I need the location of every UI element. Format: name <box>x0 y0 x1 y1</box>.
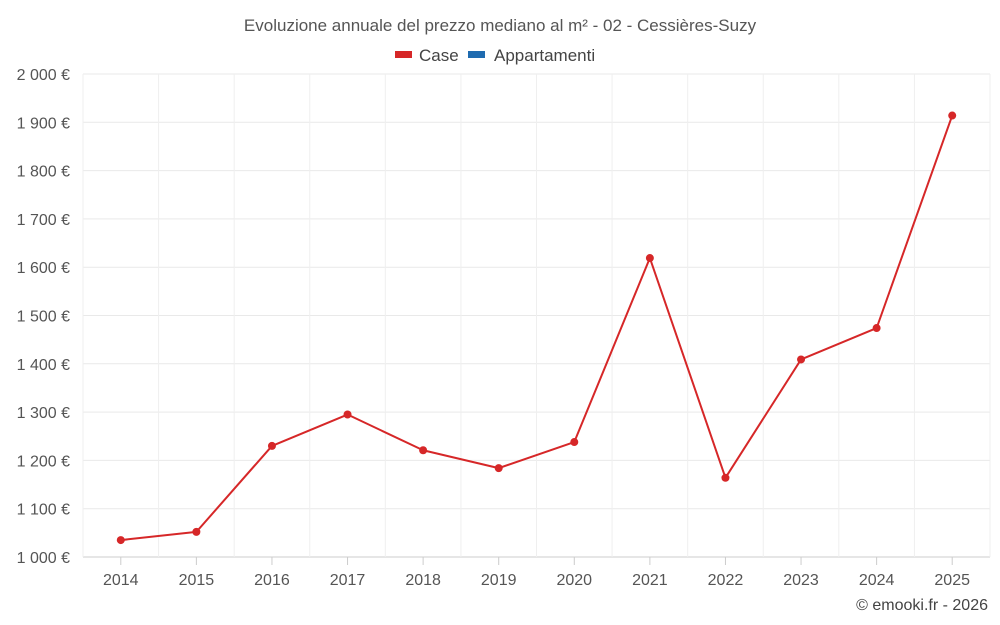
x-tick-label: 2019 <box>481 572 517 589</box>
y-tick-label: 1 200 € <box>17 453 70 470</box>
series-case <box>116 111 957 545</box>
data-point-case[interactable] <box>570 438 579 447</box>
legend: Case Appartamenti <box>395 46 595 65</box>
y-tick-label: 1 900 € <box>17 115 70 132</box>
x-tick-label: 2022 <box>708 572 744 589</box>
legend-swatch-appartamenti <box>468 51 485 58</box>
y-tick-label: 1 400 € <box>17 357 70 374</box>
x-tick-label: 2024 <box>859 572 895 589</box>
x-tick-label: 2025 <box>934 572 970 589</box>
legend-swatch-case <box>395 51 412 58</box>
x-tick-label: 2015 <box>179 572 215 589</box>
y-tick-label: 1 800 € <box>17 164 70 181</box>
x-tick-label: 2021 <box>632 572 668 589</box>
data-point-case[interactable] <box>797 355 806 364</box>
y-tick-label: 1 500 € <box>17 309 70 326</box>
data-point-case[interactable] <box>494 464 503 473</box>
series-line-case <box>120 115 954 542</box>
data-point-case[interactable] <box>419 446 428 455</box>
legend-item-appartamenti[interactable]: Appartamenti <box>468 46 595 65</box>
data-point-case[interactable] <box>948 111 957 120</box>
data-point-case[interactable] <box>645 254 654 263</box>
y-tick-label: 1 600 € <box>17 260 70 277</box>
x-tick-label: 2016 <box>254 572 290 589</box>
x-tick-label: 2017 <box>330 572 366 589</box>
y-tick-label: 2 000 € <box>17 67 70 84</box>
chart-title: Evoluzione annuale del prezzo mediano al… <box>244 16 757 35</box>
y-tick-label: 1 700 € <box>17 212 70 229</box>
x-axis: 2014 2015 2016 2017 2018 2019 2020 2021 2022 2023… <box>103 557 970 589</box>
y-tick-label: 1 300 € <box>17 405 70 422</box>
data-point-case[interactable] <box>872 324 881 333</box>
data-point-case[interactable] <box>343 410 352 419</box>
x-tick-label: 2018 <box>405 572 441 589</box>
data-point-case[interactable] <box>721 473 730 482</box>
y-tick-label: 1 000 € <box>17 550 70 567</box>
x-tick-label: 2023 <box>783 572 819 589</box>
grid <box>82 73 991 558</box>
data-point-case[interactable] <box>116 536 125 545</box>
x-tick-label: 2014 <box>103 572 139 589</box>
y-axis: 1 000 € 1 100 € 1 200 € 1 300 € 1 400 € 1 500… <box>17 67 70 567</box>
legend-label-case: Case <box>419 46 459 65</box>
data-point-case[interactable] <box>192 527 201 536</box>
legend-label-appartamenti: Appartamenti <box>494 46 595 65</box>
data-point-case[interactable] <box>267 441 276 450</box>
legend-item-case[interactable]: Case <box>395 46 459 65</box>
y-tick-label: 1 100 € <box>17 502 70 519</box>
credit: © emooki.fr - 2026 <box>856 597 988 614</box>
x-tick-label: 2020 <box>556 572 592 589</box>
